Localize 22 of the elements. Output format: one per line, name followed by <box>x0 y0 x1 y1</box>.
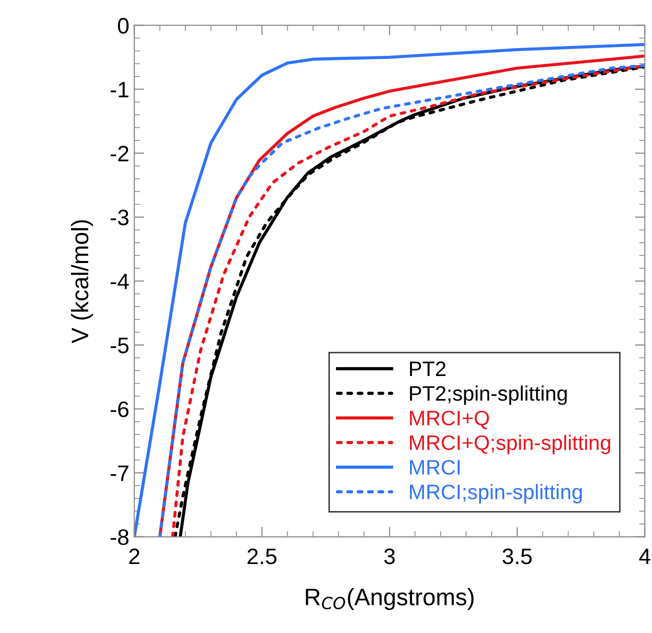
y-tick-label: -5 <box>110 338 129 354</box>
x-tick-label: 4 <box>639 548 650 564</box>
y-tick-label: -7 <box>110 466 128 481</box>
legend-label: PT2 <box>410 361 446 376</box>
legend-label: PT2;spin-splitting <box>410 386 567 405</box>
x-tick-label: 3.5 <box>502 548 532 564</box>
y-tick-label: -2 <box>110 146 128 162</box>
legend-label: MRCI+Q;spin-splitting <box>410 434 610 454</box>
legend-label: MRCI;spin-splitting <box>410 484 582 504</box>
y-tick-label: -3 <box>110 210 128 226</box>
y-axis-title: V (kcal/mol) <box>71 220 94 344</box>
x-tick-label: 3 <box>384 548 395 564</box>
y-tick-label: -1 <box>110 82 128 98</box>
x-tick-label: 2.5 <box>248 548 276 564</box>
x-tick-label: 2 <box>129 548 140 564</box>
y-tick-label: -8 <box>110 529 128 546</box>
legend-label: MRCI <box>410 460 460 475</box>
legend-label: MRCI+Q <box>410 410 489 430</box>
y-tick-label: 0 <box>118 18 129 34</box>
x-axis-title: R$_{CO}$(Angstroms) <box>306 588 474 610</box>
y-tick-label: -4 <box>110 274 129 290</box>
y-tick-label: -6 <box>110 401 128 418</box>
